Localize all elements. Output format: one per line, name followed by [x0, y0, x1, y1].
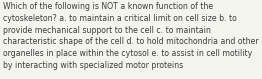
- Text: organelles in place within the cytosol e. to assist in cell motility: organelles in place within the cytosol e…: [3, 49, 252, 58]
- Text: characteristic shape of the cell d. to hold mitochondria and other: characteristic shape of the cell d. to h…: [3, 37, 259, 46]
- Text: provide mechanical support to the cell c. to maintain: provide mechanical support to the cell c…: [3, 26, 211, 35]
- Text: cytoskeleton? a. to maintain a critical limit on cell size b. to: cytoskeleton? a. to maintain a critical …: [3, 14, 237, 23]
- Text: by interacting with specialized motor proteins: by interacting with specialized motor pr…: [3, 61, 183, 70]
- Text: Which of the following is NOT a known function of the: Which of the following is NOT a known fu…: [3, 2, 213, 11]
